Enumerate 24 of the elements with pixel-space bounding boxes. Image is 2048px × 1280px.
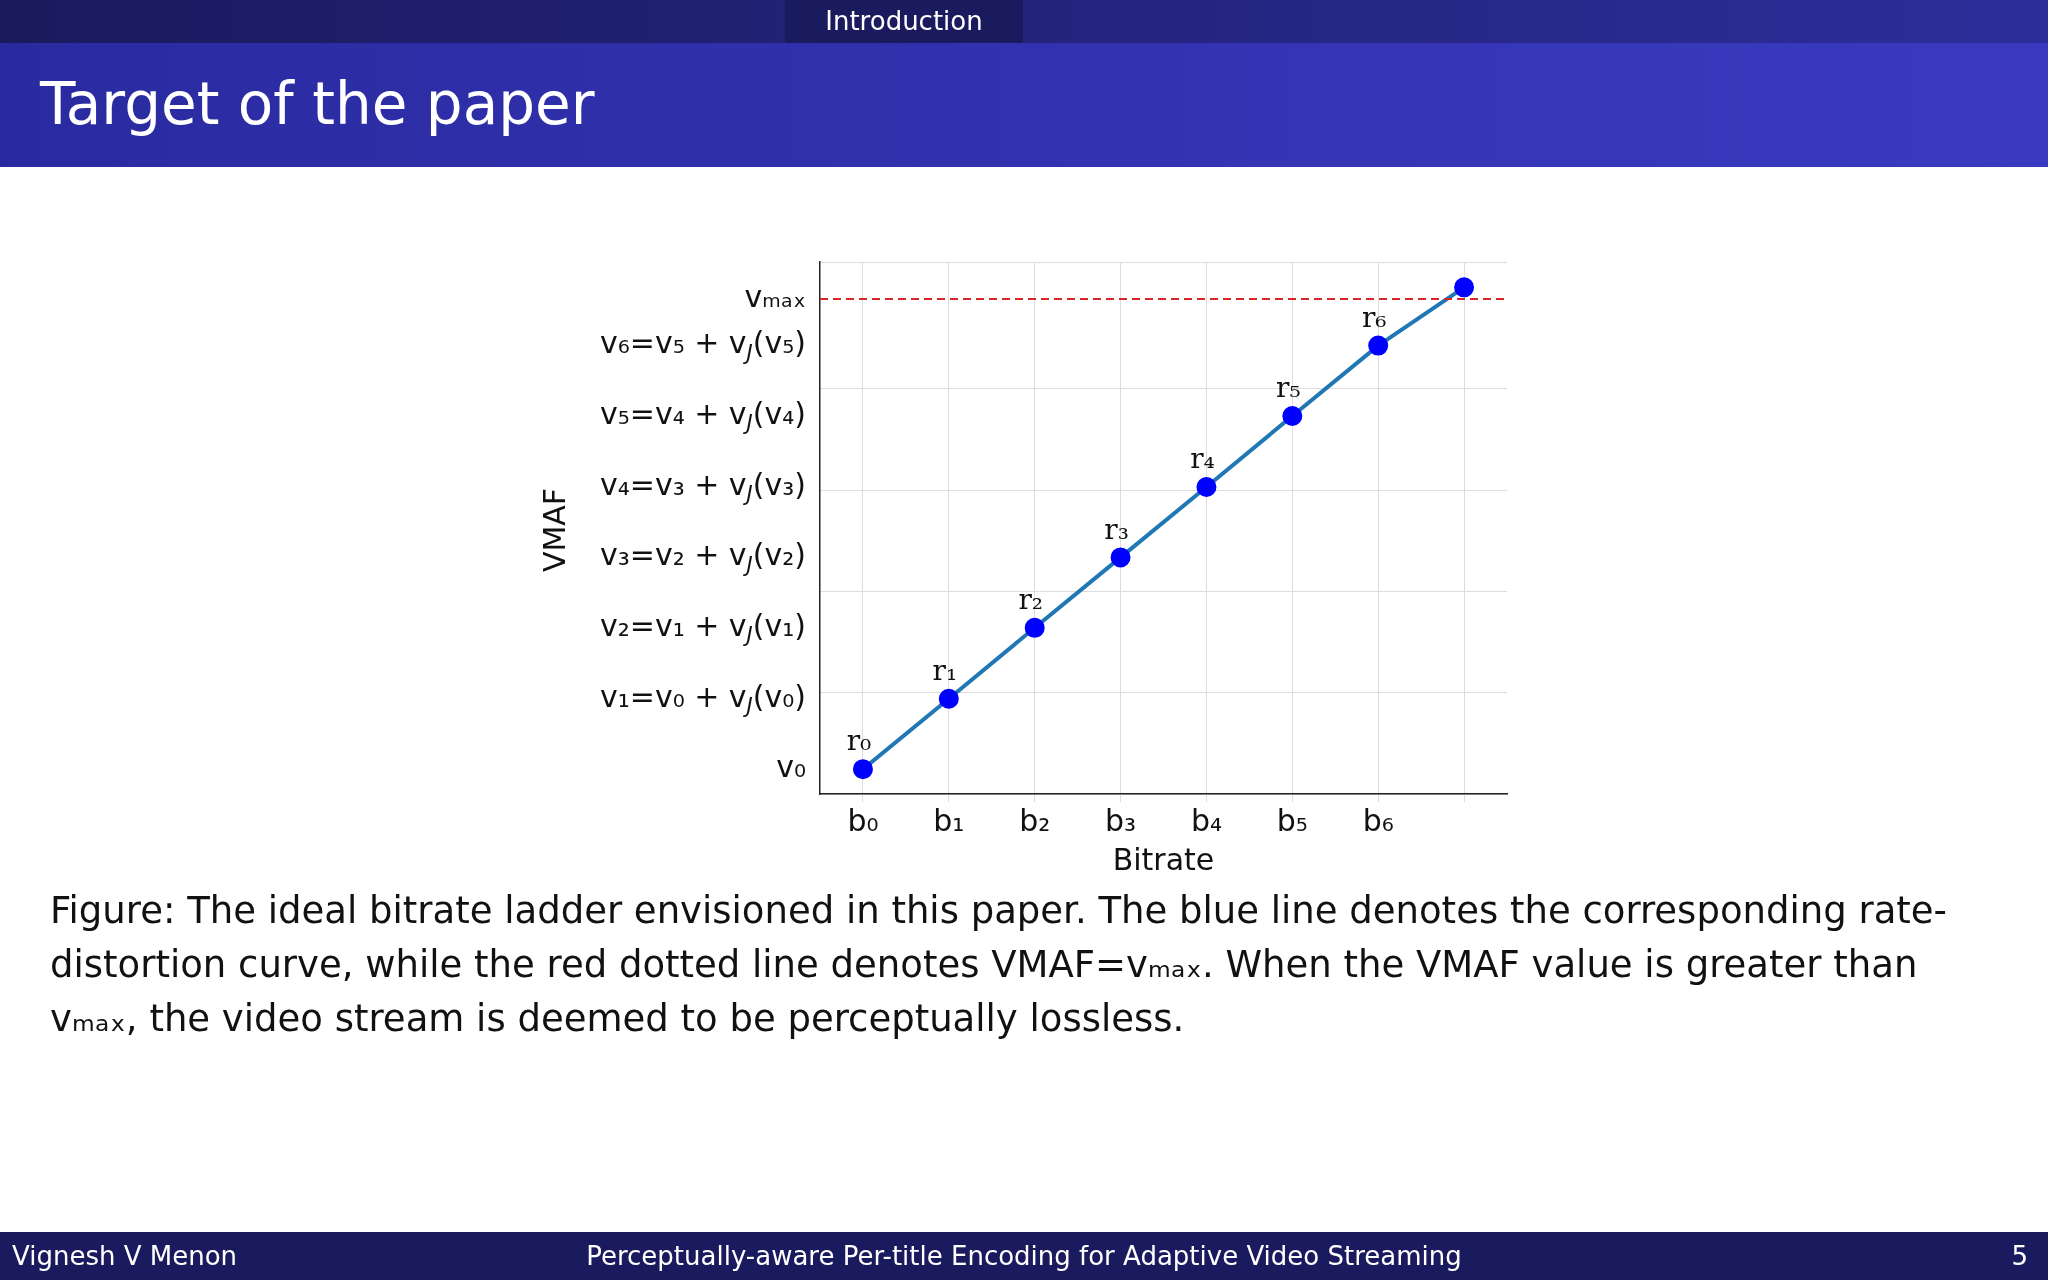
- x-tick-label: b₁: [933, 802, 965, 838]
- text: Perceptually-aware Per-title Encoding for Adaptive Video Streaming: [586, 1241, 1462, 1271]
- annotation: r₃: [1104, 512, 1129, 546]
- text: v₀: [776, 748, 806, 784]
- annotation: r₄: [1190, 442, 1215, 476]
- text: Figure: The ideal bitrate ladder envisioned in this paper. The blue line denotes the corresponding rate-distortion curve, while the red dotted line denotes VMAF=vₘₐₓ. When the VMAF value is greater than vₘₐₓ, the video stream is deemed to be perceptually lossless.: [50, 888, 1948, 1042]
- x-tick-label: b₄: [1190, 802, 1222, 838]
- text: VMAF: [537, 486, 572, 575]
- x-axis-title: Bitrate: [1112, 841, 1215, 877]
- annotation: r₅: [1276, 371, 1301, 405]
- annotation: r₆: [1361, 300, 1387, 334]
- text: Vignesh V Menon: [12, 1240, 238, 1273]
- annotation: r₂: [1018, 583, 1043, 617]
- annotation: r₀: [846, 724, 872, 758]
- annotation: r₁: [932, 654, 958, 688]
- x-tick-label: b₂: [1019, 802, 1051, 838]
- text: 5: [2011, 1240, 2028, 1273]
- x-tick-label: b₆: [1362, 802, 1394, 838]
- text: Introduction: [785, 0, 1023, 43]
- x-tick-label: b₀: [847, 802, 879, 838]
- x-tick-label: b₃: [1105, 802, 1137, 838]
- x-tick-label: b₅: [1276, 802, 1308, 838]
- ref-line-label: vₘₐₓ: [744, 278, 807, 314]
- text: Target of the paper: [40, 70, 595, 138]
